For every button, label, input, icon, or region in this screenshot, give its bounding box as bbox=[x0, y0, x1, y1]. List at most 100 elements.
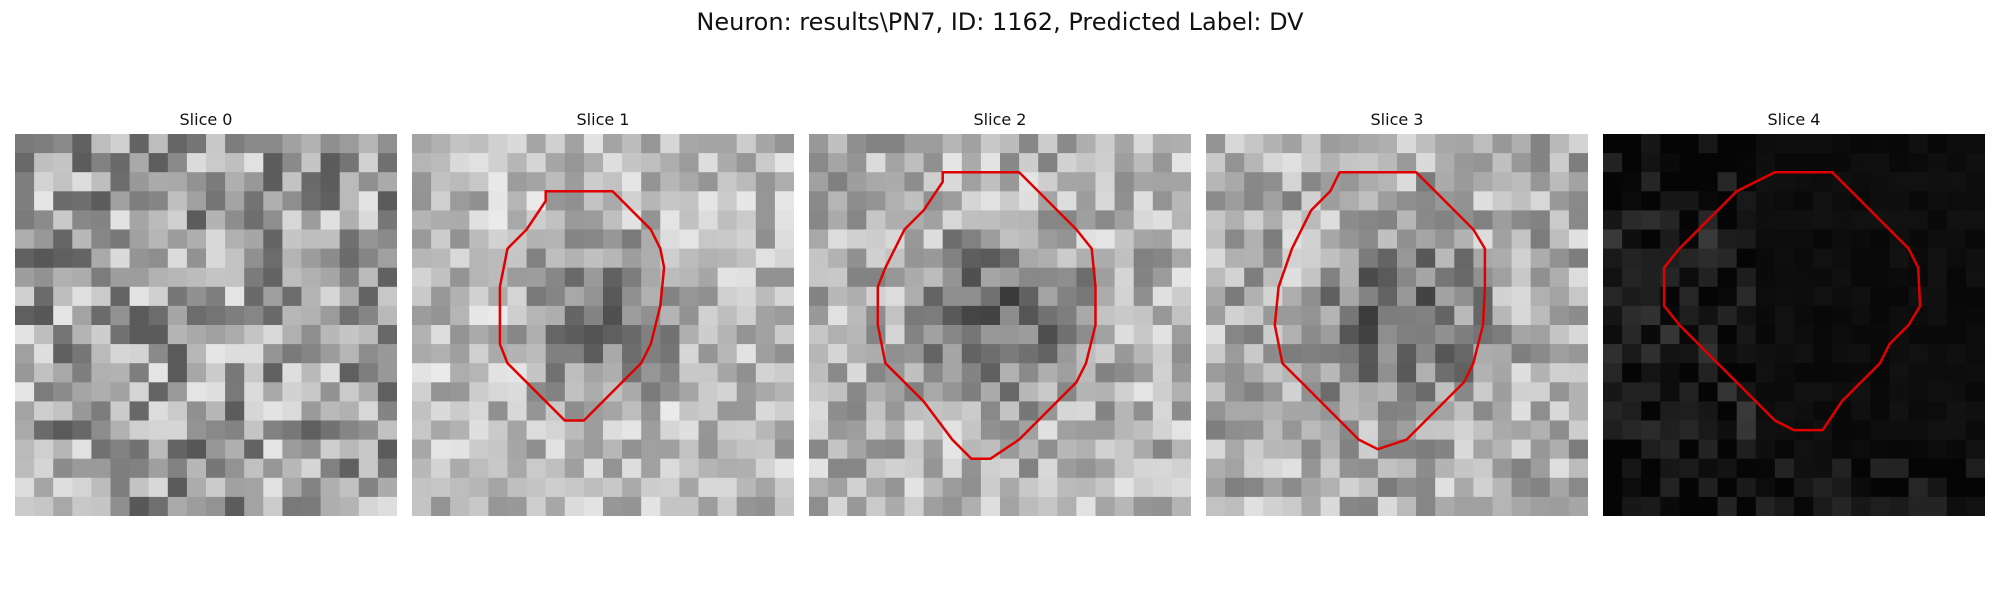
pixel-cell bbox=[1965, 286, 1985, 307]
pixel-cell bbox=[1641, 248, 1661, 269]
pixel-cell bbox=[885, 248, 906, 269]
pixel-cell bbox=[148, 401, 169, 422]
pixel-cell bbox=[1717, 134, 1738, 154]
pixel-cell bbox=[866, 325, 886, 345]
pixel-cell bbox=[961, 191, 982, 211]
pixel-cell bbox=[1755, 267, 1776, 288]
pixel-cell bbox=[1530, 458, 1551, 479]
pixel-cell bbox=[866, 496, 886, 516]
pixel-cell bbox=[583, 267, 604, 288]
pixel-cell bbox=[1152, 210, 1173, 231]
pixel-cell bbox=[225, 477, 245, 498]
pixel-cell bbox=[1377, 153, 1398, 173]
pixel-cell bbox=[1622, 286, 1642, 307]
pixel-cell bbox=[1851, 420, 1871, 441]
pixel-cell bbox=[1000, 229, 1020, 250]
pixel-cell bbox=[736, 458, 757, 479]
pixel-cell bbox=[828, 477, 848, 498]
pixel-cell bbox=[110, 439, 131, 460]
pixel-cell bbox=[1057, 458, 1077, 479]
pixel-cell bbox=[526, 363, 547, 383]
pixel-cell bbox=[320, 439, 341, 460]
pixel-cell bbox=[1717, 305, 1738, 326]
pixel-cell bbox=[1244, 363, 1264, 383]
pixel-cell bbox=[1660, 191, 1680, 211]
pixel-cell bbox=[1492, 458, 1513, 479]
pixel-cell bbox=[583, 496, 604, 516]
pixel-cell bbox=[301, 134, 322, 154]
pixel-cell bbox=[1794, 248, 1814, 269]
pixel-cell bbox=[809, 305, 829, 326]
pixel-cell bbox=[358, 382, 379, 402]
pixel-cell bbox=[1225, 286, 1245, 307]
pixel-cell bbox=[225, 363, 245, 383]
pixel-cell bbox=[1206, 458, 1226, 479]
pixel-cell bbox=[1870, 305, 1891, 326]
pixel-cell bbox=[980, 477, 1001, 498]
pixel-cell bbox=[828, 363, 848, 383]
pixel-cell bbox=[167, 344, 188, 364]
pixel-cell bbox=[774, 210, 794, 231]
pixel-cell bbox=[186, 229, 207, 250]
pixel-cell bbox=[431, 382, 451, 402]
pixel-cell bbox=[885, 210, 906, 231]
pixel-cell bbox=[225, 458, 245, 479]
pixel-cell bbox=[1057, 477, 1077, 498]
pixel-cell bbox=[91, 363, 112, 383]
pixel-cell bbox=[1717, 439, 1738, 460]
pixel-cell bbox=[110, 267, 131, 288]
pixel-cell bbox=[53, 305, 73, 326]
pixel-cell bbox=[904, 153, 925, 173]
pixel-cell bbox=[1622, 382, 1642, 402]
pixel-cell bbox=[72, 210, 92, 231]
pixel-cell bbox=[358, 496, 379, 516]
pixel-cell bbox=[603, 210, 623, 231]
pixel-cell bbox=[1377, 496, 1398, 516]
pixel-cell bbox=[660, 248, 680, 269]
pixel-cell bbox=[1511, 305, 1532, 326]
pixel-cell bbox=[91, 382, 112, 402]
pixel-cell bbox=[1263, 439, 1283, 460]
pixel-cell bbox=[1641, 420, 1661, 441]
pixel-cell bbox=[53, 458, 73, 479]
pixel-cell bbox=[1736, 401, 1757, 422]
pixel-cell bbox=[148, 134, 169, 154]
pixel-cell bbox=[1244, 286, 1264, 307]
pixel-cell bbox=[91, 305, 112, 326]
pixel-cell bbox=[167, 134, 188, 154]
pixel-cell bbox=[1832, 248, 1852, 269]
pixel-cell bbox=[1171, 305, 1191, 326]
pixel-cell bbox=[450, 191, 470, 211]
pixel-cell bbox=[53, 401, 73, 422]
pixel-cell bbox=[1282, 134, 1303, 154]
pixel-cell bbox=[1927, 344, 1948, 364]
pixel-cell bbox=[1019, 229, 1039, 250]
pixel-cell bbox=[1114, 191, 1135, 211]
pixel-cell bbox=[1927, 172, 1948, 192]
pixel-cell bbox=[923, 496, 944, 516]
pixel-cell bbox=[320, 229, 341, 250]
pixel-cell bbox=[1225, 439, 1245, 460]
pixel-cell bbox=[1473, 344, 1494, 364]
pixel-cell bbox=[1416, 191, 1436, 211]
pixel-cell bbox=[828, 420, 848, 441]
pixel-cell bbox=[339, 153, 360, 173]
pixel-cell bbox=[1813, 496, 1833, 516]
pixel-cell bbox=[1794, 191, 1814, 211]
pixel-cell bbox=[774, 134, 794, 154]
pixel-cell bbox=[679, 229, 700, 250]
pixel-cell bbox=[1908, 401, 1929, 422]
pixel-cell bbox=[53, 382, 73, 402]
pixel-cell bbox=[1152, 172, 1173, 192]
pixel-cell bbox=[1133, 248, 1154, 269]
pixel-cell bbox=[244, 229, 264, 250]
pixel-cell bbox=[53, 248, 73, 269]
pixel-cell bbox=[186, 401, 207, 422]
pixel-cell bbox=[377, 286, 397, 307]
pixel-cell bbox=[1698, 248, 1719, 269]
pixel-cell bbox=[1622, 439, 1642, 460]
pixel-cell bbox=[1927, 248, 1948, 269]
pixel-cell bbox=[1946, 439, 1967, 460]
pixel-cell bbox=[1397, 286, 1417, 307]
pixel-cell bbox=[1397, 305, 1417, 326]
